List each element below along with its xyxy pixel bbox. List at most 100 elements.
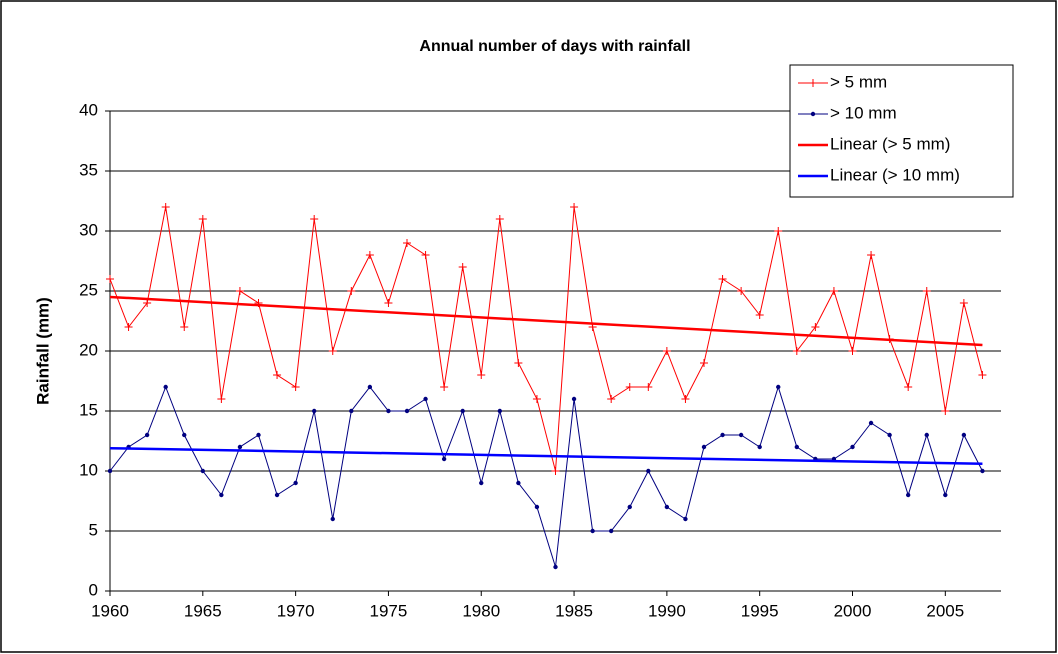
point	[720, 432, 725, 438]
x-tick-label: 1965	[184, 601, 222, 620]
point	[961, 432, 967, 438]
point	[219, 492, 224, 498]
point	[182, 432, 187, 438]
chart-title: Annual number of days with rainfall	[419, 38, 690, 55]
point	[794, 444, 800, 450]
point	[458, 263, 467, 271]
x-tick-label: 1980	[462, 601, 500, 620]
y-tick-label: 40	[79, 100, 98, 119]
point	[440, 383, 449, 391]
point	[404, 408, 410, 414]
point	[237, 444, 243, 450]
point	[737, 287, 746, 295]
point	[310, 215, 319, 223]
point	[867, 251, 876, 259]
point	[516, 480, 521, 486]
y-tick-label: 0	[89, 580, 98, 599]
point	[887, 432, 892, 438]
point	[163, 384, 168, 390]
point	[608, 528, 614, 534]
point	[274, 492, 280, 498]
point	[349, 408, 354, 414]
point	[256, 432, 261, 438]
point	[664, 504, 670, 510]
point	[273, 371, 282, 379]
point	[922, 287, 931, 295]
point	[683, 516, 688, 522]
point	[646, 468, 651, 474]
point	[924, 432, 929, 438]
point	[905, 492, 911, 498]
point	[384, 299, 393, 307]
series-line	[109, 206, 983, 472]
point	[328, 347, 337, 355]
point	[551, 467, 560, 475]
point	[198, 215, 207, 223]
series-line	[109, 295, 983, 347]
point	[421, 251, 430, 259]
point	[850, 444, 855, 450]
point	[441, 456, 447, 462]
legend-label: Linear (> 5 mm)	[830, 134, 950, 153]
point	[662, 347, 671, 355]
y-tick-label: 10	[79, 460, 98, 479]
point	[107, 468, 113, 474]
point	[106, 275, 114, 283]
y-tick-label: 30	[79, 220, 98, 239]
point	[477, 371, 486, 379]
point	[943, 492, 948, 498]
point	[200, 468, 206, 474]
point	[347, 287, 356, 295]
point	[681, 395, 690, 403]
x-tick-label: 1990	[648, 601, 686, 620]
point	[701, 444, 707, 450]
point	[532, 395, 541, 403]
point	[386, 408, 391, 414]
point	[161, 203, 170, 211]
point	[553, 564, 558, 570]
y-tick-label: 25	[79, 280, 98, 299]
point	[776, 384, 781, 390]
x-tick-label: 1970	[277, 601, 315, 620]
point	[143, 299, 152, 307]
point	[291, 383, 300, 391]
y-axis-label: Rainfall (mm)	[33, 297, 52, 405]
point	[625, 383, 634, 391]
y-tick-label: 35	[79, 160, 98, 179]
point	[829, 287, 838, 295]
point	[904, 383, 913, 391]
point	[792, 347, 801, 355]
point	[755, 311, 764, 319]
point	[607, 395, 616, 403]
point	[293, 480, 298, 486]
point	[644, 383, 653, 391]
point	[365, 251, 374, 259]
point	[330, 516, 335, 522]
point	[978, 371, 987, 379]
point	[570, 203, 579, 211]
x-tick-label: 1960	[91, 601, 129, 620]
point	[423, 396, 428, 402]
point	[495, 215, 504, 223]
point	[848, 347, 857, 355]
legend-marker	[809, 79, 817, 87]
y-tick-label: 15	[79, 400, 98, 419]
point	[534, 504, 540, 510]
point	[479, 480, 484, 486]
y-tick-label: 5	[89, 520, 98, 539]
point	[811, 323, 820, 331]
legend-label: > 10 mm	[830, 103, 897, 122]
legend-label: Linear (> 10 mm)	[830, 165, 960, 184]
point	[514, 359, 523, 367]
point	[700, 359, 708, 367]
point	[718, 275, 727, 283]
legend-label: > 5 mm	[830, 72, 887, 91]
point	[571, 396, 577, 402]
point	[311, 408, 317, 414]
x-tick-label: 1995	[741, 601, 779, 620]
point	[403, 239, 411, 247]
point	[235, 287, 244, 295]
point	[980, 468, 985, 474]
point	[367, 384, 373, 390]
